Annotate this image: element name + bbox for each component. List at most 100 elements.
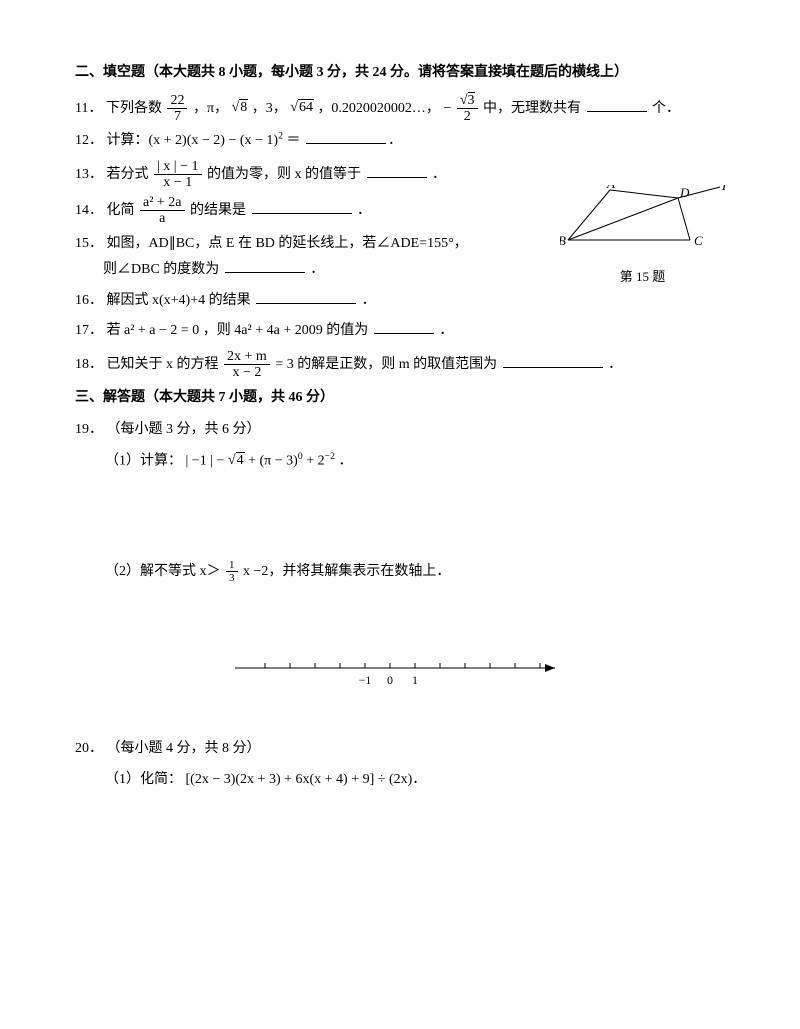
q12-t2: ＝ (286, 133, 300, 148)
q14-blank[interactable] (252, 199, 352, 214)
q18-t2: = 3 的解是正数，则 m 的取值范围为 (275, 357, 497, 372)
q16-t1: 解因式 x(x+4)+4 的结果 (107, 293, 251, 308)
q16-blank[interactable] (256, 289, 356, 304)
q13-t2: 的值为零，则 x 的值等于 (207, 167, 361, 182)
q18-t3: ． (608, 357, 622, 372)
workspace-19-2 (75, 586, 725, 626)
q19-p2-label: （2）解不等式 x＞ (105, 564, 221, 579)
q15-blank[interactable] (225, 258, 305, 273)
q20-num: 20． (75, 741, 103, 756)
question-15: 15． 如图，AD∥BC，点 E 在 BD 的延长线上，若∠ADE=155°， … (75, 231, 545, 284)
q11-frac1-den: 7 (167, 109, 187, 124)
q19-p1-label: （1）计算： (105, 453, 182, 468)
q16-t2: ． (362, 293, 376, 308)
q11-blank[interactable] (587, 97, 647, 112)
q11-sqrt2-val: 64 (298, 99, 314, 115)
question-16: 16． 解因式 x(x+4)+4 的结果 ． (75, 288, 725, 315)
q19-p2-frac-den: 3 (226, 572, 238, 584)
q11-num: 11． (75, 101, 102, 116)
q19-p2-frac: 1 3 (226, 559, 238, 584)
svg-text:0: 0 (387, 673, 393, 687)
q11-neg: − (443, 101, 451, 116)
question-20: 20． （每小题 4 分，共 8 分） (75, 736, 725, 763)
q11-sqrt1-val: 8 (239, 99, 248, 115)
svg-text:−1: −1 (359, 673, 372, 687)
q15-figure-svg: ADEBC (560, 185, 725, 255)
q11-frac1: 22 7 (167, 93, 187, 125)
q17-blank[interactable] (374, 319, 434, 334)
numberline-svg: −1 0 1 (230, 656, 570, 696)
q20-part1: （1）化简： [(2x − 3)(2x + 3) + 6x(x + 4) + 9… (105, 767, 725, 794)
q18-num: 18． (75, 357, 103, 372)
svg-text:A: A (606, 185, 615, 191)
q14-t1: 化简 (107, 203, 135, 218)
q14-frac-den: a (140, 211, 185, 226)
q12-num: 12． (75, 133, 103, 148)
q13-num: 13． (75, 167, 103, 182)
q15-t2: 则∠DBC 的度数为 (103, 262, 219, 277)
q11-frac2-num: √3 (457, 93, 478, 109)
q11-sqrt2: √64 (290, 95, 314, 122)
q19-p2-t2: x −2，并将其解集表示在数轴上． (243, 564, 450, 579)
q19-part1: （1）计算： | −1 | − √4 + (π − 3)0 + 2−2 ． (105, 448, 725, 475)
q14-frac: a² + 2a a (140, 195, 185, 227)
q15-t3: ． (310, 262, 324, 277)
q11-frac2-num-sqrt: 3 (468, 92, 475, 108)
q11-t2: ，π， (193, 101, 228, 116)
q20-p1-expr: [(2x − 3)(2x + 3) + 6x(x + 4) + 9] ÷ (2x… (186, 772, 427, 787)
q19-p1-a: | −1 | − (186, 453, 225, 468)
svg-text:D: D (679, 185, 690, 200)
q11-frac2-den: 2 (457, 109, 478, 124)
q15-figure: ADEBC 第 15 题 (560, 185, 725, 290)
q19-p1-sqrt-val: 4 (236, 452, 245, 468)
q12-sup: 2 (278, 131, 283, 142)
q19-num: 19． (75, 422, 103, 437)
svg-text:B: B (560, 233, 566, 248)
question-14: 14． 化简 a² + 2a a 的结果是 ． (75, 195, 545, 227)
q11-frac1-num: 22 (167, 93, 187, 109)
q19-part2: （2）解不等式 x＞ 1 3 x −2，并将其解集表示在数轴上． (105, 559, 725, 586)
q16-num: 16． (75, 293, 103, 308)
numberline: −1 0 1 (75, 656, 725, 707)
question-11: 11． 下列各数 22 7 ，π， √8 ，3， √64 ，0.20200200… (75, 93, 725, 125)
q19-p1-period: ． (339, 453, 353, 468)
q11-t4: ，0.2020020002…， (317, 101, 440, 116)
workspace-19-1 (75, 475, 725, 555)
q19-p1-b: + (π − 3) (248, 453, 298, 468)
q19-p1-sup0: 0 (298, 451, 303, 462)
q18-blank[interactable] (503, 353, 603, 368)
q19-p1-supn2: −2 (325, 451, 335, 462)
q20-p1-label: （1）化简： (105, 772, 182, 787)
q13-t1: 若分式 (107, 167, 149, 182)
q19-p2-frac-num: 1 (226, 559, 238, 572)
question-17: 17． 若 a² + a − 2 = 0 ，则 4a² + 4a + 2009 … (75, 318, 725, 345)
svg-text:1: 1 (412, 673, 418, 687)
svg-text:E: E (721, 185, 725, 193)
section-2-header: 二、填空题（本大题共 8 小题，每小题 3 分，共 24 分。请将答案直接填在题… (75, 60, 725, 87)
q14-frac-num: a² + 2a (140, 195, 185, 211)
q15-num: 15． (75, 236, 103, 251)
q13-frac-num: | x | − 1 (154, 159, 202, 175)
question-19: 19． （每小题 3 分，共 6 分） (75, 417, 725, 444)
q11-t3: ，3， (252, 101, 287, 116)
q14-t2: 的结果是 (190, 203, 246, 218)
q19-t1: （每小题 3 分，共 6 分） (107, 422, 261, 437)
q19-p1-sqrt: √4 (228, 448, 245, 475)
q15-figure-caption: 第 15 题 (560, 265, 725, 290)
q18-frac-den: x − 2 (224, 365, 270, 380)
q11-sqrt1: √8 (232, 95, 249, 122)
q18-t1: 已知关于 x 的方程 (107, 357, 219, 372)
q19-p1-c: + 2 (306, 453, 324, 468)
q18-frac: 2x + m x − 2 (224, 349, 270, 381)
q11-frac2: √3 2 (457, 93, 478, 125)
q11-t6: 个． (652, 101, 680, 116)
q12-t1: 计算：(x + 2)(x − 2) − (x − 1) (107, 133, 279, 148)
q14-t3: ． (357, 203, 371, 218)
question-18: 18． 已知关于 x 的方程 2x + m x − 2 = 3 的解是正数，则 … (75, 349, 725, 381)
q15-t1: 如图，AD∥BC，点 E 在 BD 的延长线上，若∠ADE=155°， (107, 236, 468, 251)
question-12: 12． 计算：(x + 2)(x − 2) − (x − 1)2 ＝ ． (75, 128, 725, 155)
section-3-header: 三、解答题（本大题共 7 小题，共 46 分） (75, 385, 725, 412)
q13-blank[interactable] (367, 163, 427, 178)
q11-t5: 中，无理数共有 (483, 101, 581, 116)
q12-blank[interactable] (306, 129, 386, 144)
